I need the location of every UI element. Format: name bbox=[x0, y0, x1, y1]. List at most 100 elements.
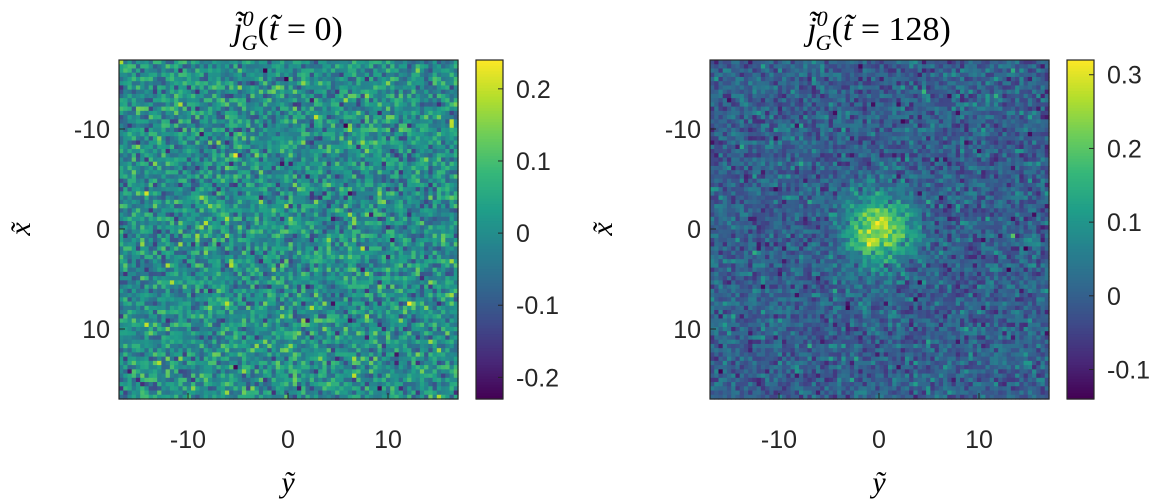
heatmap-cell bbox=[441, 115, 446, 120]
heatmap-cell bbox=[246, 81, 251, 87]
heatmap-cell bbox=[241, 225, 247, 231]
heatmap-cell bbox=[195, 81, 201, 87]
heatmap-cell bbox=[140, 76, 146, 82]
heatmap-cell bbox=[207, 170, 213, 176]
heatmap-cell bbox=[123, 221, 129, 226]
heatmap-cell bbox=[224, 191, 230, 197]
heatmap-cell bbox=[123, 106, 129, 112]
heatmap-cell bbox=[318, 284, 323, 290]
heatmap-cell bbox=[292, 102, 298, 108]
heatmap-cell bbox=[186, 98, 192, 103]
heatmap-cell bbox=[415, 208, 421, 214]
heatmap-cell bbox=[347, 216, 353, 222]
heatmap-cell bbox=[441, 263, 446, 269]
heatmap-cell bbox=[326, 284, 332, 290]
heatmap-cell bbox=[424, 60, 429, 65]
heatmap-cell bbox=[157, 280, 162, 286]
heatmap-cell bbox=[288, 170, 294, 176]
heatmap-cell bbox=[254, 229, 260, 235]
heatmap-cell bbox=[436, 157, 442, 163]
heatmap-cell bbox=[407, 301, 412, 307]
heatmap-cell bbox=[402, 280, 408, 286]
heatmap-cell bbox=[318, 246, 323, 252]
heatmap-cell bbox=[381, 72, 387, 78]
heatmap-cell bbox=[347, 237, 353, 243]
heatmap-cell bbox=[229, 127, 235, 133]
heatmap-cell bbox=[191, 68, 196, 74]
heatmap-cell bbox=[428, 170, 434, 176]
heatmap-cell bbox=[330, 208, 336, 214]
heatmap-cell bbox=[453, 267, 459, 273]
heatmap-cell bbox=[250, 182, 256, 188]
heatmap-cell bbox=[347, 182, 353, 188]
heatmap-cell bbox=[432, 276, 438, 281]
heatmap-cell bbox=[229, 170, 235, 176]
heatmap-cell bbox=[415, 98, 421, 103]
heatmap-cell bbox=[356, 310, 362, 315]
heatmap-cell bbox=[220, 259, 226, 264]
heatmap-cell bbox=[415, 225, 421, 231]
heatmap-cell bbox=[369, 98, 374, 103]
heatmap-cell bbox=[144, 305, 150, 311]
heatmap-cell bbox=[449, 119, 455, 125]
heatmap-cell bbox=[182, 314, 188, 320]
heatmap-cell bbox=[385, 229, 391, 235]
heatmap-cell bbox=[131, 195, 137, 201]
heatmap-cell bbox=[385, 314, 391, 320]
heatmap-cell bbox=[284, 110, 290, 116]
heatmap-cell bbox=[263, 170, 268, 176]
heatmap-cell bbox=[182, 212, 188, 218]
heatmap-cell bbox=[186, 144, 192, 150]
heatmap-cell bbox=[436, 233, 442, 239]
heatmap-cell bbox=[169, 106, 175, 112]
heatmap-cell bbox=[305, 127, 311, 133]
heatmap-cell bbox=[229, 161, 235, 167]
heatmap-cell bbox=[199, 170, 205, 176]
heatmap-cell bbox=[424, 110, 429, 116]
heatmap-cell bbox=[241, 165, 247, 171]
heatmap-cell bbox=[237, 93, 243, 99]
heatmap-cell bbox=[254, 322, 260, 328]
heatmap-cell bbox=[258, 115, 264, 120]
heatmap-cell bbox=[203, 305, 209, 311]
heatmap-cell bbox=[402, 140, 408, 146]
heatmap-cell bbox=[339, 280, 345, 286]
heatmap-cell bbox=[305, 195, 311, 201]
heatmap-cell bbox=[207, 119, 213, 125]
heatmap-cell bbox=[174, 161, 179, 167]
heatmap-cell bbox=[441, 148, 446, 154]
heatmap-cell bbox=[296, 305, 302, 311]
heatmap-cell bbox=[424, 301, 429, 307]
heatmap-cell bbox=[241, 246, 247, 252]
heatmap-cell bbox=[301, 208, 307, 214]
heatmap-cell bbox=[246, 89, 251, 95]
heatmap-cell bbox=[178, 85, 184, 91]
heatmap-cell bbox=[398, 136, 404, 142]
heatmap-cell bbox=[449, 263, 455, 269]
heatmap-cell bbox=[178, 301, 184, 307]
heatmap-cell bbox=[385, 89, 391, 95]
heatmap-cell bbox=[313, 178, 319, 184]
heatmap-cell bbox=[305, 148, 311, 154]
heatmap-cell bbox=[407, 199, 412, 205]
heatmap-cell bbox=[424, 271, 429, 277]
heatmap-cell bbox=[131, 153, 137, 159]
heatmap-cell bbox=[441, 178, 446, 184]
heatmap-cell bbox=[322, 242, 328, 248]
heatmap-cell bbox=[258, 280, 264, 286]
heatmap-cell bbox=[445, 85, 451, 91]
heatmap-cell bbox=[424, 293, 429, 298]
heatmap-cell bbox=[246, 191, 251, 197]
heatmap-cell bbox=[199, 250, 205, 256]
heatmap-cell bbox=[195, 136, 201, 142]
heatmap-cell bbox=[445, 263, 451, 269]
heatmap-cell bbox=[191, 157, 196, 163]
heatmap-cell bbox=[292, 161, 298, 167]
heatmap-cell bbox=[343, 318, 349, 324]
heatmap-cell bbox=[369, 254, 374, 260]
heatmap-cell bbox=[394, 106, 400, 112]
heatmap-cell bbox=[394, 144, 400, 150]
heatmap-cell bbox=[330, 127, 336, 133]
heatmap-cell bbox=[119, 318, 124, 324]
heatmap-cell bbox=[250, 276, 256, 281]
